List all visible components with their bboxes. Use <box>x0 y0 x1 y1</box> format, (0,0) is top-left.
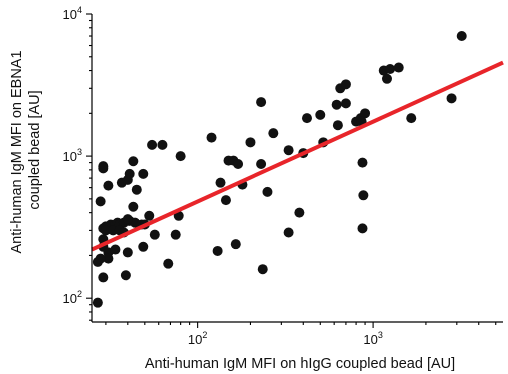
trend-line <box>91 60 504 252</box>
data-point <box>233 158 244 169</box>
data-point <box>98 163 109 174</box>
data-point <box>357 223 368 234</box>
data-point <box>262 186 273 197</box>
data-point <box>446 93 457 104</box>
y-tick-label-exponent: 3 <box>77 147 82 157</box>
data-point <box>103 253 114 264</box>
y-tick-label-base: 10 <box>63 149 77 164</box>
data-point <box>149 229 160 240</box>
data-point <box>103 180 114 191</box>
x-tick-label: 103 <box>363 330 382 347</box>
data-point <box>163 258 174 269</box>
data-point <box>385 64 396 75</box>
data-point <box>315 109 326 120</box>
data-point <box>95 196 106 207</box>
y-axis-title: Anti-human IgM MFI on EBNA1 coupled bead… <box>9 46 43 253</box>
data-point <box>170 229 181 240</box>
y-axis-title-line-1: Anti-human IgM MFI on EBNA1 <box>9 50 25 253</box>
y-tick-label: 103 <box>63 147 82 164</box>
data-point <box>331 99 342 110</box>
data-point <box>340 79 351 90</box>
data-point <box>128 201 139 212</box>
y-tick-label-base: 10 <box>63 291 77 306</box>
data-point <box>294 207 305 218</box>
data-point <box>122 247 133 258</box>
x-tick-label-exponent: 2 <box>202 330 207 340</box>
data-point <box>283 227 294 238</box>
data-point <box>256 158 267 169</box>
y-tick-label: 104 <box>63 5 82 22</box>
data-point <box>456 31 467 42</box>
data-point <box>206 132 217 143</box>
x-tick-label-base: 10 <box>363 332 377 347</box>
data-point <box>175 151 186 162</box>
data-point <box>406 113 417 124</box>
data-point <box>157 139 168 150</box>
data-point <box>268 128 279 139</box>
data-point <box>100 225 111 236</box>
data-points <box>92 31 467 308</box>
y-tick-label-exponent: 2 <box>77 289 82 299</box>
data-point <box>360 108 371 119</box>
data-point <box>122 174 133 185</box>
data-point <box>283 145 294 156</box>
data-point <box>110 244 121 255</box>
y-tick-label: 102 <box>63 289 82 306</box>
data-point <box>138 241 149 252</box>
data-point <box>138 168 149 179</box>
y-axis-title-line-2: coupled bead [AU] <box>27 90 43 209</box>
data-point <box>393 62 404 73</box>
data-point <box>92 297 103 308</box>
y-tick-label-exponent: 4 <box>77 5 82 15</box>
data-point <box>245 137 256 148</box>
data-point <box>131 184 142 195</box>
data-point <box>332 120 343 131</box>
data-point <box>144 210 155 221</box>
data-point <box>257 264 268 275</box>
data-point <box>256 97 267 108</box>
data-point <box>358 190 369 201</box>
data-point <box>230 239 241 250</box>
data-point <box>212 245 223 256</box>
x-tick-label-exponent: 3 <box>378 330 383 340</box>
x-tick-label-base: 10 <box>188 332 202 347</box>
data-point <box>381 73 392 84</box>
data-point <box>95 253 106 264</box>
data-point <box>340 98 351 109</box>
data-point <box>220 195 231 206</box>
data-point <box>128 156 139 167</box>
data-point <box>98 272 109 283</box>
x-axis-title: Anti-human IgM MFI on hIgG coupled bead … <box>145 356 455 372</box>
y-tick-label-base: 10 <box>63 7 77 22</box>
data-point <box>301 113 312 124</box>
data-point <box>122 214 133 225</box>
data-point <box>215 177 226 188</box>
data-point <box>147 139 158 150</box>
x-tick-label: 102 <box>188 330 207 347</box>
data-point <box>357 157 368 168</box>
data-point <box>120 270 131 281</box>
